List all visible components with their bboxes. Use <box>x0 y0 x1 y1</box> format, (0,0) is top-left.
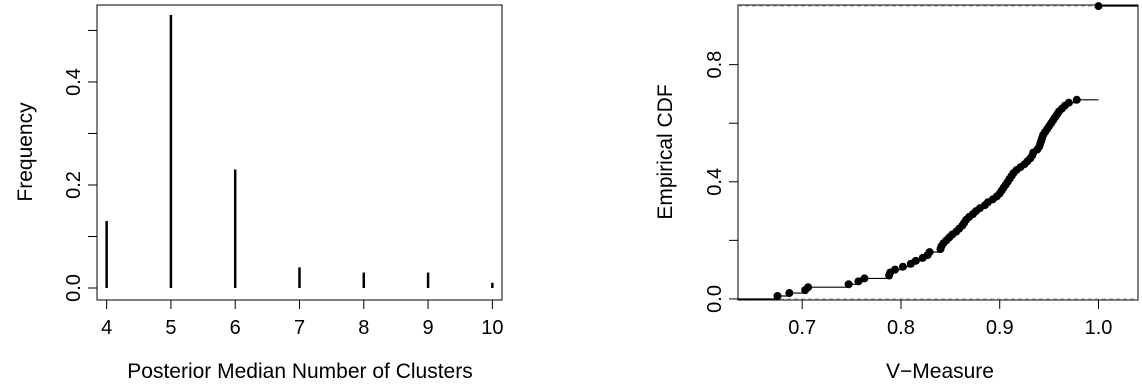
ecdf-point <box>854 277 863 286</box>
right-x-tick-label: 0.9 <box>986 317 1014 339</box>
right-y-axis-title: Empirical CDF <box>654 84 677 219</box>
right-x-tick-label: 0.8 <box>887 317 915 339</box>
left-x-tick-label: 10 <box>481 317 503 339</box>
left-y-tick-label: 0.0 <box>63 274 85 302</box>
ecdf-point <box>911 256 920 265</box>
ecdf-point <box>1064 98 1073 107</box>
ecdf-point <box>925 248 934 257</box>
ecdf-point <box>898 262 907 271</box>
right-y-tick-label: 0.8 <box>704 51 726 79</box>
ecdf-point <box>785 289 794 298</box>
left-x-tick-label: 7 <box>294 317 305 339</box>
ecdf-point <box>844 280 853 289</box>
left-x-axis: 4 5 6 7 8 9 10 <box>101 300 503 339</box>
ecdf-panel: 0.7 0.8 0.9 1.0 0.0 0.4 0.8 V−Measure Empiric… <box>654 2 1139 383</box>
left-x-tick-label: 6 <box>230 317 241 339</box>
ecdf-point <box>773 291 782 300</box>
right-y-tick-label: 0.0 <box>704 285 726 313</box>
right-reference-lines <box>738 5 1138 300</box>
left-x-tick-label: 5 <box>165 317 176 339</box>
left-x-tick-label: 9 <box>423 317 434 339</box>
left-y-tick-label: 0.2 <box>63 171 85 199</box>
left-y-tick-label: 0.4 <box>63 68 85 96</box>
left-y-axis: 0.0 0.2 0.4 <box>63 29 97 302</box>
left-bars <box>105 15 494 288</box>
ecdf-point <box>1094 2 1103 11</box>
ecdf-point <box>1072 95 1081 104</box>
frequency-histogram-panel: 4 5 6 7 8 9 10 0.0 0.2 0.4 Posterior Median Numb… <box>14 4 503 383</box>
right-x-axis-title: V−Measure <box>886 360 994 383</box>
left-x-tick-label: 4 <box>101 317 112 339</box>
left-x-axis-title: Posterior Median Number of Clusters <box>127 360 472 383</box>
right-y-axis: 0.0 0.4 0.8 <box>704 51 738 313</box>
ecdf-point <box>860 274 869 283</box>
left-y-axis-title: Frequency <box>14 102 37 202</box>
ecdf-steps <box>738 5 1138 300</box>
ecdf-point <box>804 283 813 292</box>
right-plot-frame <box>737 4 1139 301</box>
left-x-tick-label: 8 <box>358 317 369 339</box>
ecdf-points <box>773 2 1103 300</box>
right-x-tick-label: 0.7 <box>788 317 816 339</box>
ecdf-point <box>891 265 900 274</box>
left-plot-frame <box>96 4 503 301</box>
right-x-axis: 0.7 0.8 0.9 1.0 <box>788 300 1112 339</box>
right-x-tick-label: 1.0 <box>1085 317 1113 339</box>
right-y-tick-label: 0.4 <box>704 168 726 196</box>
